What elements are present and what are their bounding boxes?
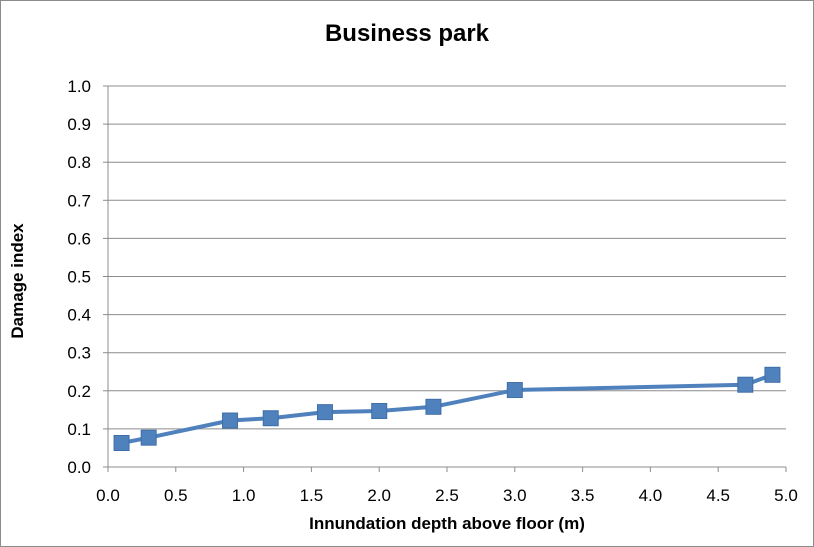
- chart-title: Business park: [324, 20, 490, 47]
- y-tick-label: 0.8: [67, 153, 91, 172]
- y-tick-label: 0.9: [67, 115, 91, 134]
- y-tick-label: 0.0: [67, 458, 91, 477]
- data-point: [140, 429, 157, 446]
- data-point: [371, 402, 388, 419]
- x-tick-label: 0.0: [96, 486, 120, 505]
- y-tick-label: 1.0: [67, 77, 91, 96]
- data-point: [222, 412, 239, 429]
- data-point: [425, 398, 442, 415]
- x-tick-label: 1.5: [300, 486, 324, 505]
- data-point: [113, 434, 130, 451]
- data-point: [316, 404, 333, 421]
- x-tick-label: 0.5: [164, 486, 188, 505]
- y-tick-label: 0.3: [67, 344, 91, 363]
- y-tick-label: 0.5: [67, 268, 91, 287]
- x-tick-label: 4.5: [706, 486, 730, 505]
- x-axis-title: Innundation depth above floor (m): [309, 514, 585, 533]
- series-line: [121, 372, 774, 445]
- x-tick-label: 3.0: [503, 486, 527, 505]
- y-tick-label: 0.1: [67, 420, 91, 439]
- data-point: [764, 366, 781, 383]
- y-tick-label: 0.6: [67, 229, 91, 248]
- x-tick-label: 2.0: [367, 486, 391, 505]
- x-tick-label: 2.5: [435, 486, 459, 505]
- data-point: [737, 376, 754, 393]
- y-tick-label: 0.2: [67, 382, 91, 401]
- data-point: [262, 410, 279, 427]
- y-tick-label: 0.4: [67, 306, 91, 325]
- x-tick-label: 1.0: [232, 486, 256, 505]
- x-tick-label: 3.5: [571, 486, 595, 505]
- x-tick-label: 5.0: [774, 486, 798, 505]
- data-point: [506, 382, 523, 399]
- y-tick-label: 0.7: [67, 191, 91, 210]
- x-tick-label: 4.0: [639, 486, 663, 505]
